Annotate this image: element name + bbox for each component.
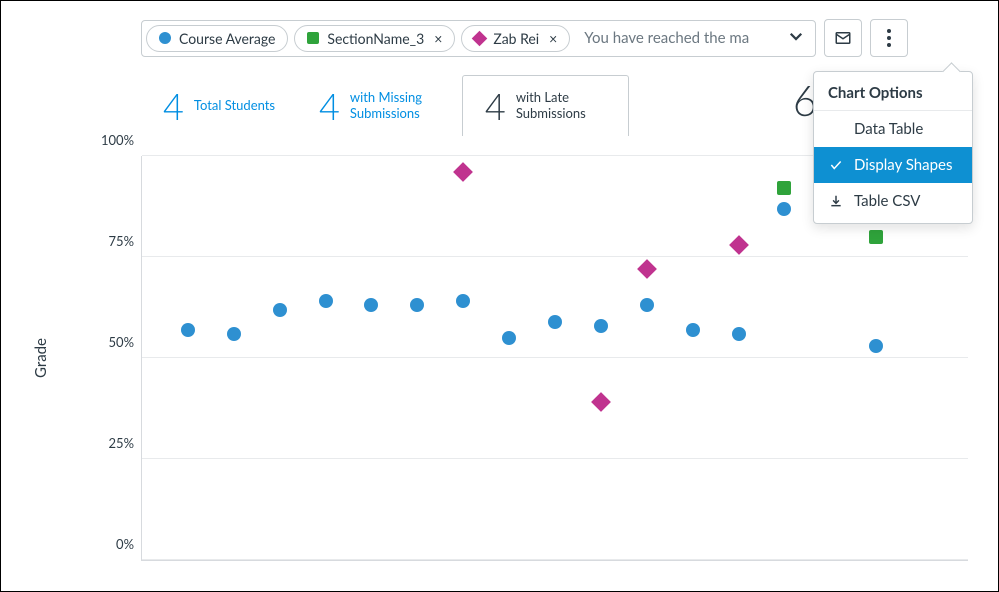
data-point[interactable]: [502, 331, 516, 345]
summary-tab-value: 4: [319, 84, 340, 128]
filter-dropdown-toggle[interactable]: [783, 27, 809, 49]
data-point[interactable]: [227, 327, 241, 341]
filter-pill[interactable]: SectionName_3 ×: [294, 25, 455, 52]
close-icon[interactable]: ×: [549, 30, 557, 47]
y-tick-label: 75%: [92, 233, 134, 249]
message-button[interactable]: [824, 19, 862, 57]
download-icon: [828, 194, 844, 208]
diamond-icon: [472, 30, 488, 46]
summary-tab-value: 4: [485, 84, 506, 128]
data-point[interactable]: [729, 235, 749, 255]
summary-tab-value: 4: [163, 84, 184, 128]
gridline: [142, 559, 968, 560]
data-point[interactable]: [453, 162, 473, 182]
y-tick-label: 50%: [92, 334, 134, 350]
data-point[interactable]: [732, 327, 746, 341]
data-point[interactable]: [640, 298, 654, 312]
gridline: [142, 357, 968, 358]
data-point[interactable]: [181, 323, 195, 337]
data-point[interactable]: [777, 202, 791, 216]
filter-pill[interactable]: Course Average: [146, 25, 288, 52]
menu-item[interactable]: Data Table: [814, 111, 972, 147]
circle-icon: [159, 32, 171, 44]
y-tick-label: 25%: [92, 435, 134, 451]
square-icon: [307, 32, 319, 44]
filter-pill-label: Zab Rei: [493, 30, 539, 47]
y-axis-title: Grade: [32, 338, 50, 378]
data-point[interactable]: [319, 294, 333, 308]
data-point[interactable]: [594, 319, 608, 333]
data-point[interactable]: [548, 315, 562, 329]
chart-options-button[interactable]: [870, 19, 908, 57]
summary-tab[interactable]: 4 with Late Submissions: [462, 75, 629, 136]
data-point[interactable]: [869, 230, 883, 244]
data-point[interactable]: [777, 181, 791, 195]
summary-tab-label: with Late Submissions: [516, 90, 606, 121]
filter-pill-container: Course Average SectionName_3 × Zab Rei × You…: [141, 20, 816, 57]
filter-pill-label: SectionName_3: [327, 30, 424, 47]
data-point[interactable]: [364, 298, 378, 312]
data-point[interactable]: [637, 259, 657, 279]
gridline: [142, 458, 968, 459]
menu-item[interactable]: Display Shapes: [814, 147, 972, 183]
filter-pill[interactable]: Zab Rei ×: [461, 25, 570, 52]
summary-tab-label: Total Students: [194, 98, 275, 114]
data-point[interactable]: [410, 298, 424, 312]
filter-toolbar: Course Average SectionName_3 × Zab Rei × You…: [1, 1, 998, 57]
menu-item-label: Data Table: [854, 120, 923, 138]
menu-item-label: Table CSV: [854, 192, 920, 210]
menu-item[interactable]: Table CSV: [814, 183, 972, 219]
filter-pill-label: Course Average: [179, 30, 275, 47]
summary-tab-label: with Missing Submissions: [350, 90, 440, 121]
summary-tab[interactable]: 4 with Missing Submissions: [297, 75, 462, 136]
check-icon: [828, 158, 844, 172]
y-tick-label: 0%: [92, 536, 134, 552]
data-point[interactable]: [273, 303, 287, 317]
data-point[interactable]: [869, 339, 883, 353]
summary-tab[interactable]: 4 Total Students: [141, 75, 297, 136]
close-icon[interactable]: ×: [434, 30, 442, 47]
chart-options-menu: Chart Options Data Table Display Shapes Ta…: [813, 71, 973, 224]
data-point[interactable]: [456, 294, 470, 308]
data-point[interactable]: [686, 323, 700, 337]
data-point[interactable]: [591, 393, 611, 413]
y-tick-label: 100%: [92, 132, 134, 148]
chart-options-menu-title: Chart Options: [814, 72, 972, 111]
filter-limit-message: You have reached the ma: [576, 29, 777, 47]
menu-item-label: Display Shapes: [854, 156, 952, 174]
gridline: [142, 256, 968, 257]
